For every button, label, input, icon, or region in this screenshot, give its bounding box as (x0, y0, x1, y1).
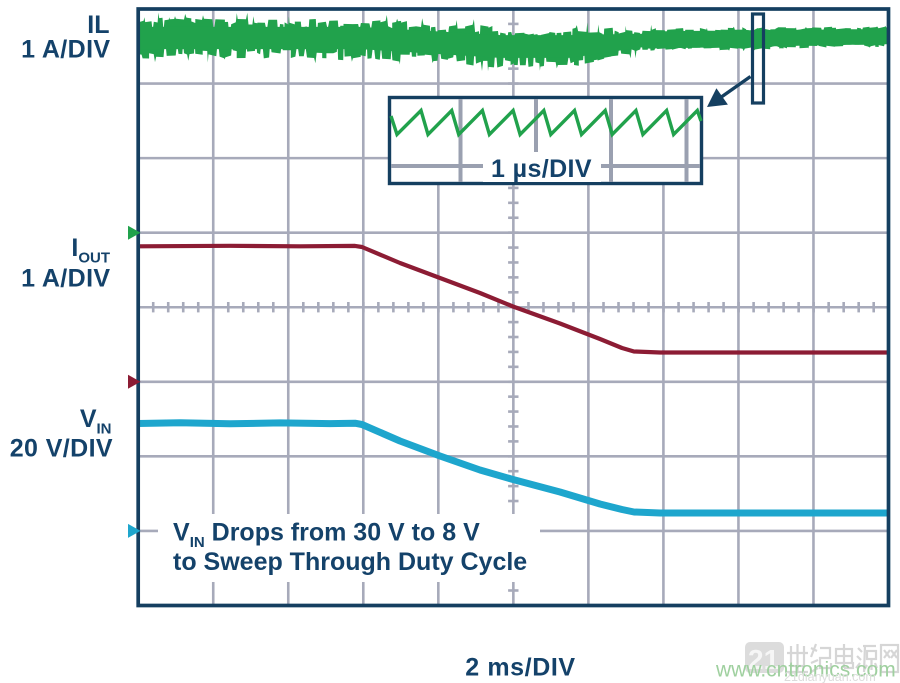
svg-text:21: 21 (748, 644, 779, 675)
svg-text:2 ms/DIV: 2 ms/DIV (465, 654, 575, 682)
svg-text:www.cntronics.com: www.cntronics.com (715, 659, 896, 682)
svg-text:to Sweep Through Duty Cycle: to Sweep Through Duty Cycle (173, 548, 527, 576)
svg-text:1 A/DIV: 1 A/DIV (21, 36, 110, 64)
svg-text:20 V/DIV: 20 V/DIV (10, 435, 113, 463)
svg-text:IL: IL (87, 11, 109, 39)
svg-text:1 µs/DIV: 1 µs/DIV (491, 155, 592, 183)
svg-text:21dianyuan.com: 21dianyuan.com (784, 670, 876, 683)
svg-text:1 A/DIV: 1 A/DIV (21, 265, 110, 293)
svg-text:IOUT: IOUT (71, 234, 110, 267)
svg-text:VIN Drops from 30 V to 8 V: VIN Drops from 30 V to 8 V (173, 519, 480, 552)
svg-text:VIN: VIN (80, 405, 112, 438)
